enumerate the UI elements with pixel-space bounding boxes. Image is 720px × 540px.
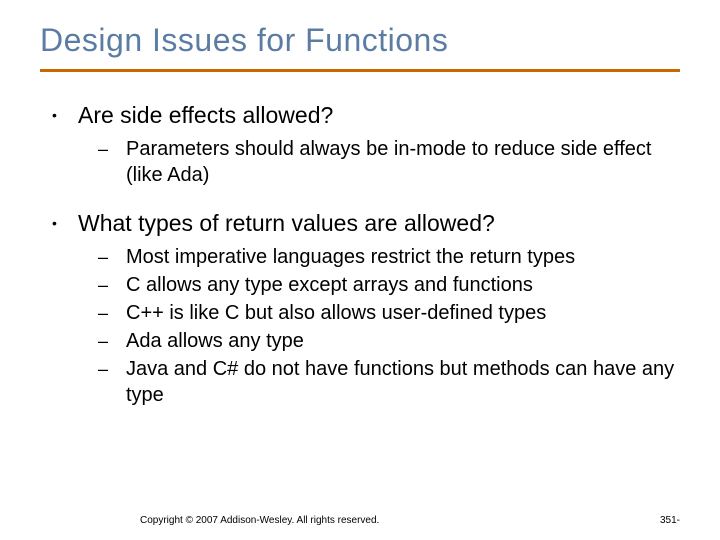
footer: Copyright © 2007 Addison-Wesley. All rig… xyxy=(0,515,720,526)
bullet-level1-text: What types of return values are allowed? xyxy=(78,208,495,238)
bullet-level2: –Java and C# do not have functions but m… xyxy=(98,356,680,408)
subitems: –Parameters should always be in-mode to … xyxy=(98,136,680,188)
bullet-dot-icon: • xyxy=(50,208,78,238)
bullet-dash-icon: – xyxy=(98,136,126,162)
bullet-dash-icon: – xyxy=(98,244,126,270)
bullet-level2: –Ada allows any type xyxy=(98,328,680,354)
bullet-dash-icon: – xyxy=(98,272,126,298)
bullet-dot-icon: • xyxy=(50,100,78,130)
bullet-level2: –C allows any type except arrays and fun… xyxy=(98,272,680,298)
title-rule xyxy=(40,69,680,72)
bullet-level2-text: Most imperative languages restrict the r… xyxy=(126,244,680,270)
content-area: •Are side effects allowed?–Parameters sh… xyxy=(40,100,680,408)
bullet-level2-text: C allows any type except arrays and func… xyxy=(126,272,680,298)
bullet-level2-text: Java and C# do not have functions but me… xyxy=(126,356,680,408)
bullet-level2-text: Ada allows any type xyxy=(126,328,680,354)
bullet-level1-text: Are side effects allowed? xyxy=(78,100,333,130)
bullet-level2: –Most imperative languages restrict the … xyxy=(98,244,680,270)
bullet-level2: –C++ is like C but also allows user-defi… xyxy=(98,300,680,326)
page-number: 351- xyxy=(660,515,680,526)
bullet-level2: –Parameters should always be in-mode to … xyxy=(98,136,680,188)
bullet-level1: •What types of return values are allowed… xyxy=(50,208,680,238)
bullet-level1: •Are side effects allowed? xyxy=(50,100,680,130)
bullet-dash-icon: – xyxy=(98,328,126,354)
slide: Design Issues for Functions •Are side ef… xyxy=(0,0,720,408)
copyright-text: Copyright © 2007 Addison-Wesley. All rig… xyxy=(140,515,379,526)
bullet-dash-icon: – xyxy=(98,356,126,382)
slide-title: Design Issues for Functions xyxy=(40,22,680,59)
subitems: –Most imperative languages restrict the … xyxy=(98,244,680,408)
bullet-level2-text: Parameters should always be in-mode to r… xyxy=(126,136,680,188)
bullet-level2-text: C++ is like C but also allows user-defin… xyxy=(126,300,680,326)
bullet-dash-icon: – xyxy=(98,300,126,326)
